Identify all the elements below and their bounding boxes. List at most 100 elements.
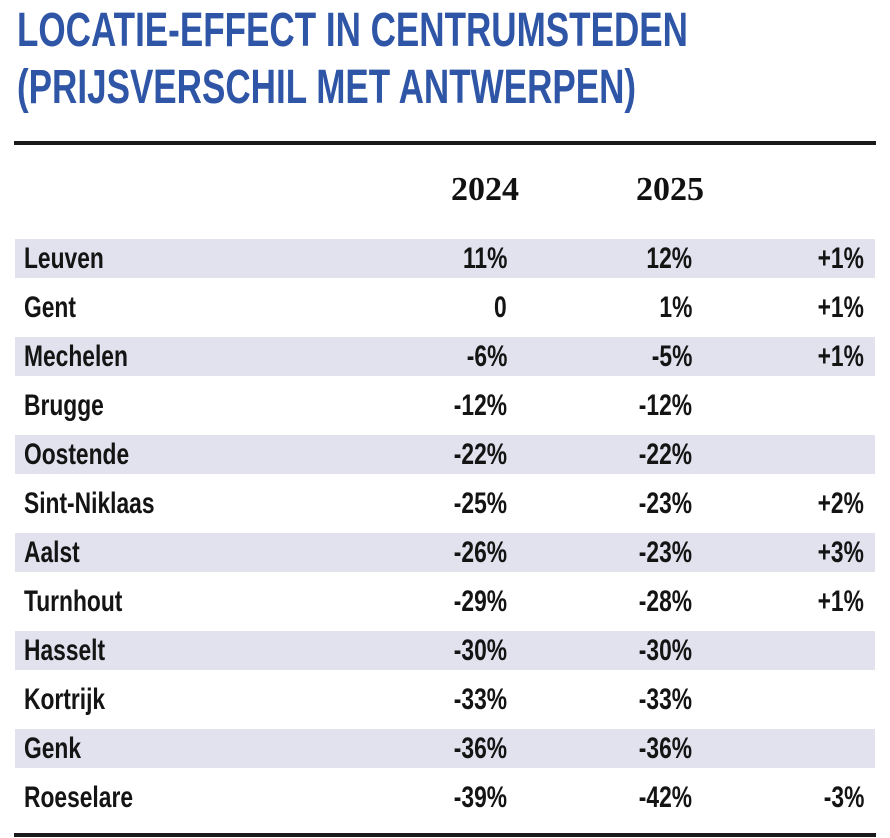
value-delta-cell bbox=[692, 438, 864, 472]
city-label: Genk bbox=[24, 731, 82, 765]
city-cell: Brugge bbox=[24, 389, 357, 423]
value-2025-cell: -30% bbox=[507, 634, 692, 668]
city-label: Turnhout bbox=[24, 584, 123, 618]
value-2024: 0 bbox=[494, 290, 507, 324]
value-2024-cell: -30% bbox=[357, 634, 507, 668]
page-title: LOCATIE-EFFECT IN CENTRUMSTEDEN (PRIJSVE… bbox=[17, 2, 890, 116]
value-delta-cell: +1% bbox=[692, 242, 864, 276]
value-2024-cell: 11% bbox=[357, 242, 507, 276]
city-cell: Kortrijk bbox=[24, 683, 357, 717]
city-label: Mechelen bbox=[24, 339, 128, 373]
value-delta: +1% bbox=[817, 584, 864, 618]
header-year-2024: 2024 bbox=[357, 171, 519, 209]
city-label: Leuven bbox=[24, 241, 104, 275]
city-label: Sint-Niklaas bbox=[24, 486, 155, 520]
table-row: Roeselare -39% -42% -3% bbox=[15, 773, 875, 822]
value-2024: -29% bbox=[453, 584, 507, 618]
value-2024-cell: -26% bbox=[357, 536, 507, 570]
value-2025-cell: 12% bbox=[507, 242, 692, 276]
table-row: Oostende -22% -22% bbox=[15, 430, 875, 479]
value-2024: -36% bbox=[453, 731, 507, 765]
value-delta-cell bbox=[692, 732, 864, 766]
value-2024-cell: -25% bbox=[357, 487, 507, 521]
value-2025-cell: -42% bbox=[507, 781, 692, 815]
value-2024: -12% bbox=[453, 388, 507, 422]
value-2024-cell: -29% bbox=[357, 585, 507, 619]
value-delta-cell: -3% bbox=[692, 781, 864, 815]
value-2024-cell: -6% bbox=[357, 340, 507, 374]
value-delta-cell: +1% bbox=[692, 585, 864, 619]
table-header-row: 2024 2025 bbox=[15, 158, 875, 222]
value-2024: 11% bbox=[462, 241, 507, 275]
city-cell: Aalst bbox=[24, 536, 357, 570]
page-title-line-2: (PRIJSVERSCHIL MET ANTWERPEN) bbox=[17, 61, 637, 114]
value-delta: +1% bbox=[817, 290, 864, 324]
value-2024: -26% bbox=[453, 535, 507, 569]
city-label: Brugge bbox=[24, 388, 104, 422]
city-cell: Mechelen bbox=[24, 340, 357, 374]
value-2024-cell: -33% bbox=[357, 683, 507, 717]
value-2025-cell: -23% bbox=[507, 536, 692, 570]
value-2025: -5% bbox=[651, 339, 692, 373]
city-label: Hasselt bbox=[24, 633, 106, 667]
table-row: Turnhout -29% -28% +1% bbox=[15, 577, 875, 626]
value-2025-cell: -5% bbox=[507, 340, 692, 374]
value-2024: -39% bbox=[453, 780, 507, 814]
header-year-2024-label: 2024 bbox=[451, 171, 519, 208]
table-row: Leuven 11% 12% +1% bbox=[15, 234, 875, 283]
value-2025-cell: -22% bbox=[507, 438, 692, 472]
value-2025: 1% bbox=[659, 290, 692, 324]
value-delta-cell bbox=[692, 683, 864, 717]
table-row: Gent 0 1% +1% bbox=[15, 283, 875, 332]
table-row: Kortrijk -33% -33% bbox=[15, 675, 875, 724]
page-title-line-1: LOCATIE-EFFECT IN CENTRUMSTEDEN bbox=[17, 4, 688, 57]
value-2025: -28% bbox=[638, 584, 692, 618]
value-2024: -33% bbox=[453, 682, 507, 716]
value-2025: -23% bbox=[638, 486, 692, 520]
value-2024-cell: -39% bbox=[357, 781, 507, 815]
value-2025: -33% bbox=[638, 682, 692, 716]
value-2024: -6% bbox=[466, 339, 507, 373]
value-2025-cell: -33% bbox=[507, 683, 692, 717]
city-cell: Gent bbox=[24, 291, 357, 325]
value-2025-cell: -23% bbox=[507, 487, 692, 521]
value-2024: -22% bbox=[453, 437, 507, 471]
table-row: Aalst -26% -23% +3% bbox=[15, 528, 875, 577]
table-row: Genk -36% -36% bbox=[15, 724, 875, 773]
table-body: Leuven 11% 12% +1% Gent 0 1% +1% Mechele… bbox=[0, 234, 890, 822]
table-row: Sint-Niklaas -25% -23% +2% bbox=[15, 479, 875, 528]
top-divider-rule bbox=[14, 141, 876, 145]
city-label: Oostende bbox=[24, 437, 130, 471]
value-2025: -22% bbox=[638, 437, 692, 471]
city-cell: Leuven bbox=[24, 242, 357, 276]
city-label: Aalst bbox=[24, 535, 80, 569]
table-row: Mechelen -6% -5% +1% bbox=[15, 332, 875, 381]
city-label: Roeselare bbox=[24, 780, 134, 814]
table-row: Hasselt -30% -30% bbox=[15, 626, 875, 675]
city-cell: Sint-Niklaas bbox=[24, 487, 357, 521]
city-cell: Oostende bbox=[24, 438, 357, 472]
value-delta: +1% bbox=[817, 241, 864, 275]
value-2025: -12% bbox=[638, 388, 692, 422]
value-2025-cell: -28% bbox=[507, 585, 692, 619]
value-delta-cell: +1% bbox=[692, 340, 864, 374]
city-cell: Hasselt bbox=[24, 634, 357, 668]
city-label: Kortrijk bbox=[24, 682, 106, 716]
value-2025-cell: 1% bbox=[507, 291, 692, 325]
city-cell: Roeselare bbox=[24, 781, 357, 815]
header-year-2025: 2025 bbox=[507, 171, 704, 209]
header-year-2025-label: 2025 bbox=[636, 171, 704, 208]
value-2025-cell: -36% bbox=[507, 732, 692, 766]
city-cell: Genk bbox=[24, 732, 357, 766]
value-2025: -23% bbox=[638, 535, 692, 569]
value-2024: -30% bbox=[453, 633, 507, 667]
value-delta: +1% bbox=[817, 339, 864, 373]
value-delta-cell: +2% bbox=[692, 487, 864, 521]
value-2024-cell: 0 bbox=[357, 291, 507, 325]
value-2024-cell: -36% bbox=[357, 732, 507, 766]
city-label: Gent bbox=[24, 290, 76, 324]
bottom-divider-rule bbox=[14, 833, 876, 837]
value-2024: -25% bbox=[453, 486, 507, 520]
value-2025: -36% bbox=[638, 731, 692, 765]
